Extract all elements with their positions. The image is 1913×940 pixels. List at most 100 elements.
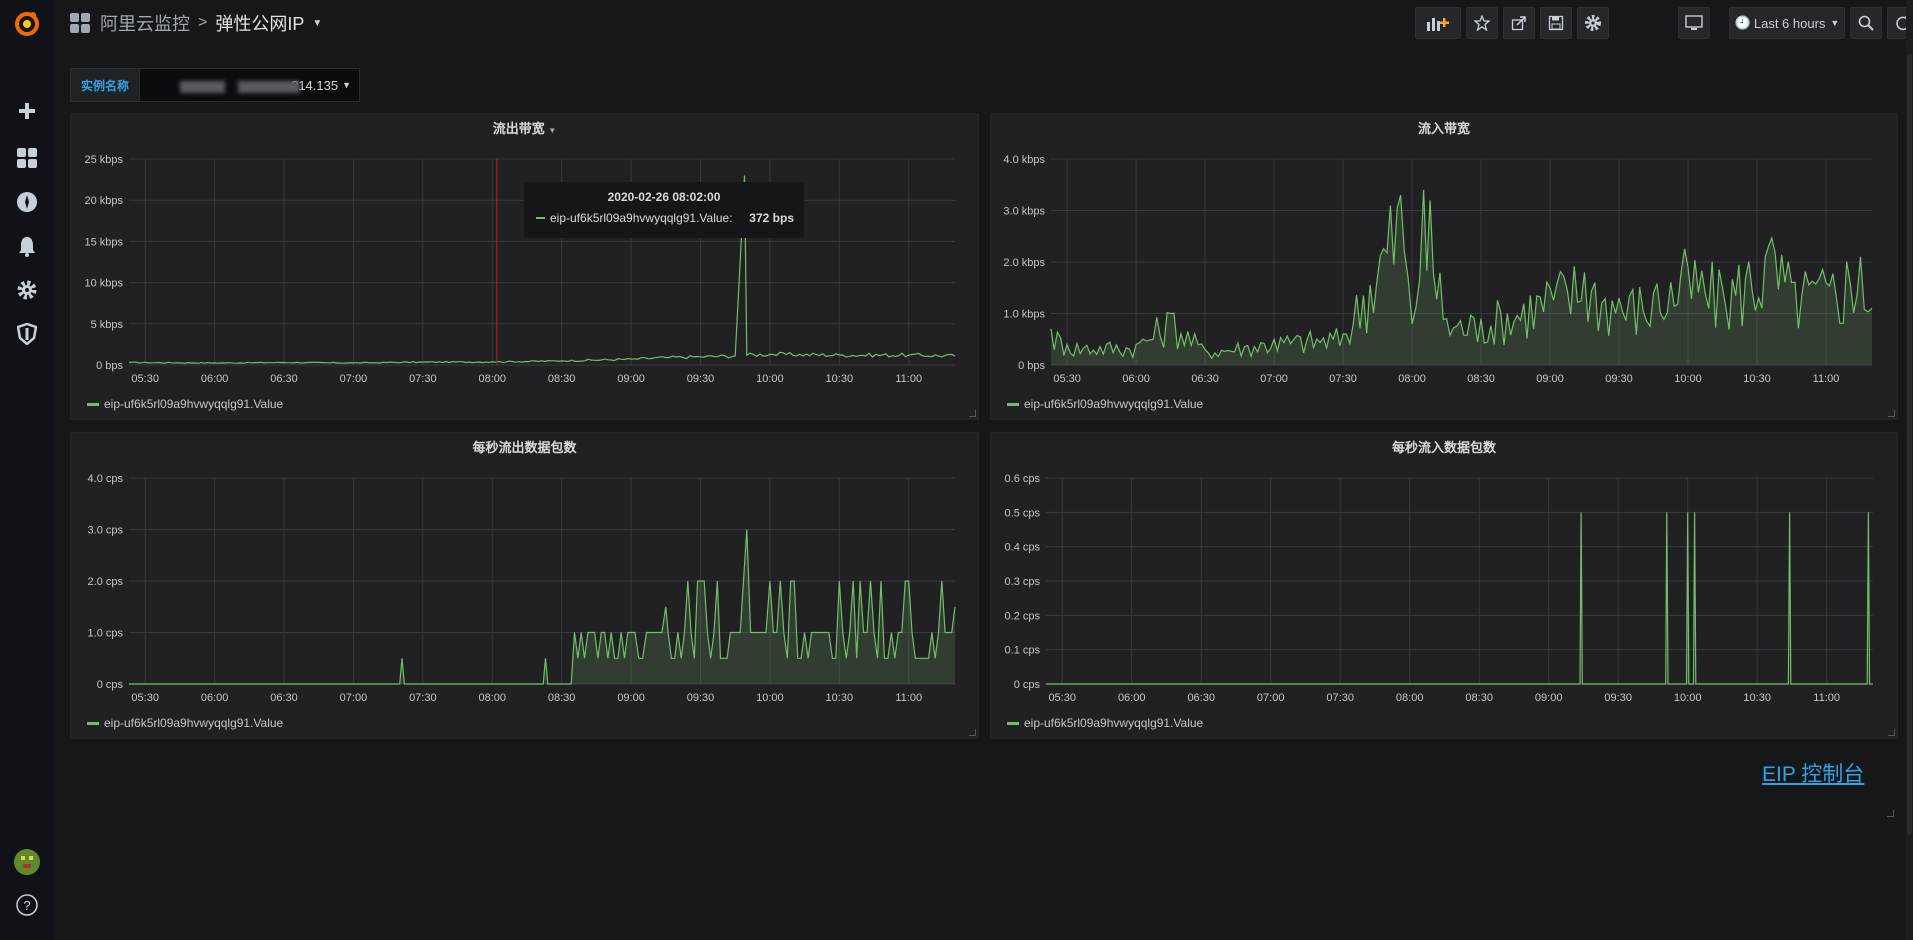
star-icon xyxy=(1474,15,1490,31)
folder-link[interactable]: 阿里云监控 xyxy=(100,14,190,34)
panel-title[interactable]: 流入带宽 xyxy=(1417,121,1470,136)
x-tick-label: 08:30 xyxy=(1465,692,1493,704)
x-tick-label: 09:00 xyxy=(617,692,645,704)
settings-button[interactable] xyxy=(1577,7,1609,39)
x-tick-label: 06:30 xyxy=(270,373,298,385)
x-tick-label: 10:00 xyxy=(756,373,784,385)
tooltip-series-row: eip-uf6k5rl09a9hvwyqqlg91.Value: xyxy=(536,211,733,225)
star-button[interactable] xyxy=(1466,7,1498,39)
x-tick-label: 08:00 xyxy=(478,692,506,704)
y-tick-label: 0.6 cps xyxy=(1005,473,1041,485)
x-tick-label: 10:00 xyxy=(1674,373,1702,385)
legend[interactable]: eip-uf6k5rl09a9hvwyqqlg91.Value xyxy=(87,397,283,411)
instance-select[interactable]: ?14.135 ▼ xyxy=(140,68,361,102)
caret-down-icon: ▼ xyxy=(548,126,557,135)
y-tick-label: 0.2 cps xyxy=(1005,610,1041,622)
y-tick-label: 3.0 cps xyxy=(88,525,124,537)
panel-title[interactable]: 每秒流入数据包数 xyxy=(1391,440,1496,455)
gear-icon xyxy=(1585,15,1601,31)
breadcrumb-separator: > xyxy=(198,14,208,31)
x-tick-label: 10:30 xyxy=(826,692,854,704)
user-avatar[interactable] xyxy=(11,846,43,878)
x-tick-label: 08:00 xyxy=(478,373,506,385)
x-tick-label: 06:30 xyxy=(1191,373,1219,385)
legend[interactable]: eip-uf6k5rl09a9hvwyqqlg91.Value xyxy=(1007,397,1203,411)
y-tick-label: 3.0 kbps xyxy=(1003,206,1045,218)
x-tick-label: 10:00 xyxy=(1674,692,1702,704)
series-line xyxy=(1046,512,1873,685)
plus-icon[interactable] xyxy=(11,95,43,127)
time-picker-button[interactable]: 🕘 Last 6 hours ▼ xyxy=(1729,7,1845,39)
scrollbar-thumb[interactable] xyxy=(1907,55,1912,835)
resize-handle[interactable] xyxy=(1888,410,1895,417)
x-tick-label: 05:30 xyxy=(1053,373,1081,385)
help-icon[interactable]: ? xyxy=(11,889,43,921)
grafana-logo-icon[interactable] xyxy=(11,8,43,40)
chart-outbound-packets: 4.0 cps 3.0 cps 2.0 cps 1.0 cps 0 cps 05:30 06… xyxy=(88,473,956,704)
x-tick-label: 06:00 xyxy=(1118,692,1146,704)
variable-bar: 实例名称 ?14.135 ▼ xyxy=(70,68,361,102)
y-tick-label: 0.4 cps xyxy=(1005,542,1041,554)
x-tick-label: 07:00 xyxy=(1260,373,1288,385)
y-tick-label: 0 cps xyxy=(97,679,124,691)
chart-outbound-bandwidth: 25 kbps 20 kbps 15 kbps 10 kbps 5 kbps 0 bps 0… xyxy=(84,154,956,385)
y-tick-label: 2.0 kbps xyxy=(1003,257,1045,269)
share-button[interactable] xyxy=(1503,7,1535,39)
panel-title[interactable]: 每秒流出数据包数 xyxy=(472,440,577,455)
configuration-gear-icon[interactable] xyxy=(11,274,43,306)
dashboards-icon[interactable] xyxy=(11,142,43,174)
panel-title[interactable]: 流出带宽 ▼ xyxy=(492,121,557,136)
caret-down-icon: ▼ xyxy=(1830,18,1840,28)
legend-swatch xyxy=(87,721,99,725)
zoom-out-button[interactable] xyxy=(1850,7,1882,39)
add-panel-button[interactable] xyxy=(1415,7,1461,39)
y-tick-label: 0 cps xyxy=(1014,679,1041,691)
tv-mode-button[interactable] xyxy=(1678,7,1710,39)
panel-outbound-packets[interactable]: 每秒流出数据包数 4.0 cps 3.0 cps 2.0 cps 1.0 cps 0 c… xyxy=(70,432,979,739)
x-tick-label: 08:30 xyxy=(1467,373,1495,385)
resize-handle[interactable] xyxy=(969,410,976,417)
scrollbar[interactable] xyxy=(1906,0,1913,940)
x-tick-label: 11:00 xyxy=(1813,692,1840,704)
legend-label: eip-uf6k5rl09a9hvwyqqlg91.Value xyxy=(1024,716,1204,730)
variable-label: 实例名称 xyxy=(70,68,141,102)
panel-inbound-packets[interactable]: 每秒流入数据包数 0.6 cps 0.5 cps 0.4 cps 0.3 cps 0.2… xyxy=(990,432,1898,739)
legend-swatch xyxy=(87,402,99,406)
dashboard-title[interactable]: 弹性公网IP xyxy=(215,14,305,34)
alerting-bell-icon[interactable] xyxy=(11,230,43,262)
server-admin-shield-icon[interactable] xyxy=(11,318,43,350)
panel-inbound-bandwidth[interactable]: 流入带宽 4.0 kbps 3.0 kbps 2.0 kbps 1.0 kbps 0 b… xyxy=(990,113,1898,420)
legend[interactable]: eip-uf6k5rl09a9hvwyqqlg91.Value xyxy=(1007,716,1203,730)
resize-handle[interactable] xyxy=(969,729,976,736)
x-tick-label: 09:00 xyxy=(1535,692,1563,704)
eip-console-link[interactable]: EIP 控制台 xyxy=(1762,763,1865,786)
resize-handle[interactable] xyxy=(1887,810,1894,817)
series-line xyxy=(129,529,956,685)
x-tick-label: 06:00 xyxy=(201,692,229,704)
x-tick-label: 10:30 xyxy=(826,373,854,385)
caret-down-icon: ▼ xyxy=(342,80,352,90)
resize-handle[interactable] xyxy=(1888,729,1895,736)
x-tick-label: 09:30 xyxy=(1605,373,1633,385)
legend[interactable]: eip-uf6k5rl09a9hvwyqqlg91.Value xyxy=(87,716,283,730)
panel-outbound-bandwidth[interactable]: 流出带宽 ▼ 25 kbps 20 kbps 15 kbps 10 kbps 5 kbp… xyxy=(70,113,979,420)
save-button[interactable] xyxy=(1540,7,1572,39)
x-tick-label: 08:00 xyxy=(1398,373,1426,385)
series-line xyxy=(1050,189,1873,360)
side-menu: ? xyxy=(0,0,54,940)
x-tick-label: 09:00 xyxy=(1536,373,1564,385)
explore-compass-icon[interactable] xyxy=(11,186,43,218)
add-panel-icon xyxy=(1427,18,1449,31)
x-tick-label: 07:30 xyxy=(1326,692,1354,704)
caret-down-icon[interactable]: ▼ xyxy=(312,17,323,29)
x-tick-label: 07:00 xyxy=(340,373,368,385)
x-tick-label: 11:00 xyxy=(1813,373,1840,385)
monitor-icon xyxy=(1685,15,1703,30)
save-icon xyxy=(1548,15,1564,31)
x-tick-label: 08:30 xyxy=(548,373,576,385)
chart-inbound-bandwidth: 4.0 kbps 3.0 kbps 2.0 kbps 1.0 kbps 0 bps 05:… xyxy=(1003,154,1873,385)
y-tick-label: 0.3 cps xyxy=(1005,576,1041,588)
y-tick-label: 20 kbps xyxy=(84,195,123,207)
breadcrumb: 阿里云监控 > 弹性公网IP ▼ xyxy=(69,10,322,36)
y-tick-label: 2.0 cps xyxy=(88,576,124,588)
